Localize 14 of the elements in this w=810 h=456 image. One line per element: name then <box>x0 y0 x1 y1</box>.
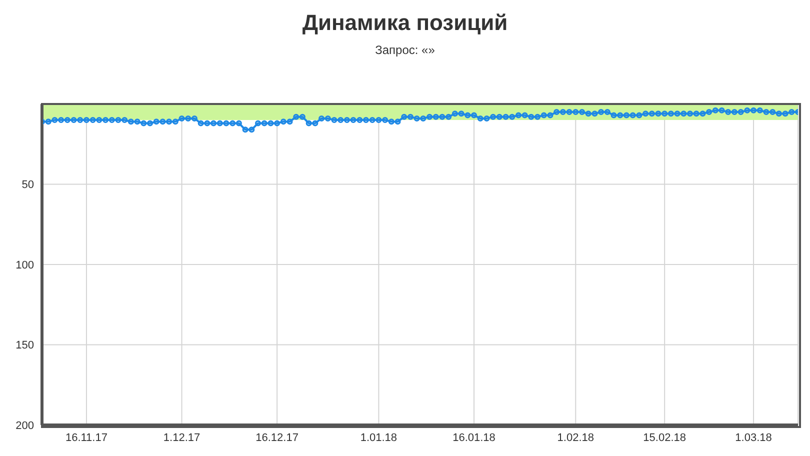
y-tick-label: 200 <box>16 420 34 432</box>
x-tick-label: 15.02.18 <box>643 432 686 444</box>
y-tick-label: 50 <box>22 179 34 192</box>
y-tick-label: 150 <box>16 340 34 352</box>
x-tick-label: 16.11.17 <box>65 432 108 444</box>
chart-subtitle: Запрос: «» <box>374 43 436 57</box>
x-tick-label: 1.12.17 <box>163 432 200 444</box>
chart-title: Динамика позиций <box>301 10 509 36</box>
y-tick-label: 100 <box>16 259 34 272</box>
x-tick-label: 1.03.18 <box>735 432 772 444</box>
x-tick-label: 16.12.17 <box>256 432 298 444</box>
x-tick-label: 1.01.18 <box>360 432 398 444</box>
x-tick-label: 16.01.18 <box>452 432 496 444</box>
x-tick-label: 1.02.18 <box>557 432 594 444</box>
